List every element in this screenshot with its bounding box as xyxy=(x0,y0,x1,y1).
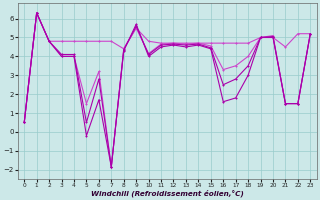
X-axis label: Windchill (Refroidissement éolien,°C): Windchill (Refroidissement éolien,°C) xyxy=(91,189,244,197)
